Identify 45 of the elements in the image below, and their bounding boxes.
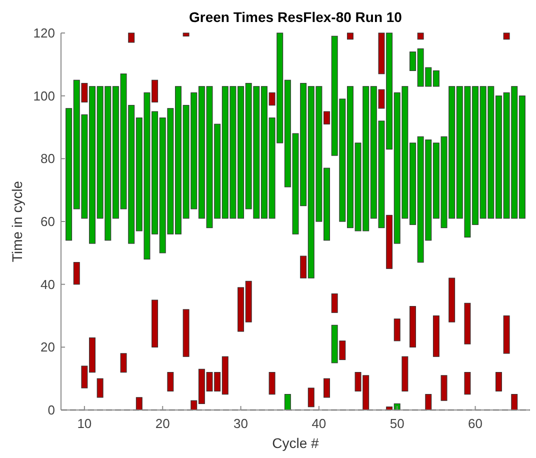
bar — [331, 293, 338, 313]
bar — [308, 388, 314, 408]
x-tick-label: 10 — [77, 416, 92, 431]
bar — [432, 315, 440, 357]
bar — [425, 394, 432, 410]
x-tick-label: 40 — [312, 416, 326, 431]
bar — [503, 315, 510, 354]
x-axis-title: Cycle # — [272, 435, 320, 451]
bar — [440, 375, 448, 401]
x-tick-label: 50 — [390, 416, 404, 431]
y-tick-label: 40 — [40, 276, 55, 292]
bar — [394, 318, 400, 342]
bar — [268, 372, 276, 395]
bar — [410, 306, 416, 348]
y-tick-label: 0 — [48, 402, 55, 418]
y-tick-label: 80 — [40, 151, 55, 166]
x-tick-label: 60 — [468, 416, 483, 431]
bar — [402, 356, 408, 392]
x-tick-label: 30 — [234, 416, 248, 431]
y-tick-label: 100 — [33, 88, 55, 104]
bar — [120, 353, 127, 373]
bar — [182, 309, 190, 357]
bar — [73, 262, 80, 285]
bar — [448, 278, 456, 322]
y-axis-title: Time in cycle — [9, 180, 25, 262]
bar — [503, 32, 510, 40]
bar — [346, 32, 354, 40]
bar — [324, 378, 330, 398]
chart-title: Green Times ResFlex-80 Run 10 — [189, 9, 402, 25]
x-tick-label: 20 — [155, 416, 170, 431]
bar — [511, 394, 518, 410]
bar — [464, 372, 471, 395]
bar — [136, 397, 142, 410]
y-tick-label: 60 — [40, 214, 55, 229]
bar — [284, 394, 291, 410]
bar — [96, 378, 104, 398]
bar — [464, 302, 471, 344]
bar — [417, 32, 424, 40]
bar — [128, 32, 135, 43]
y-tick-label: 120 — [33, 26, 55, 40]
bar — [152, 300, 158, 348]
bar — [496, 372, 502, 392]
bar — [167, 372, 174, 392]
y-tick-label: 20 — [40, 340, 55, 355]
bar — [182, 32, 190, 36]
